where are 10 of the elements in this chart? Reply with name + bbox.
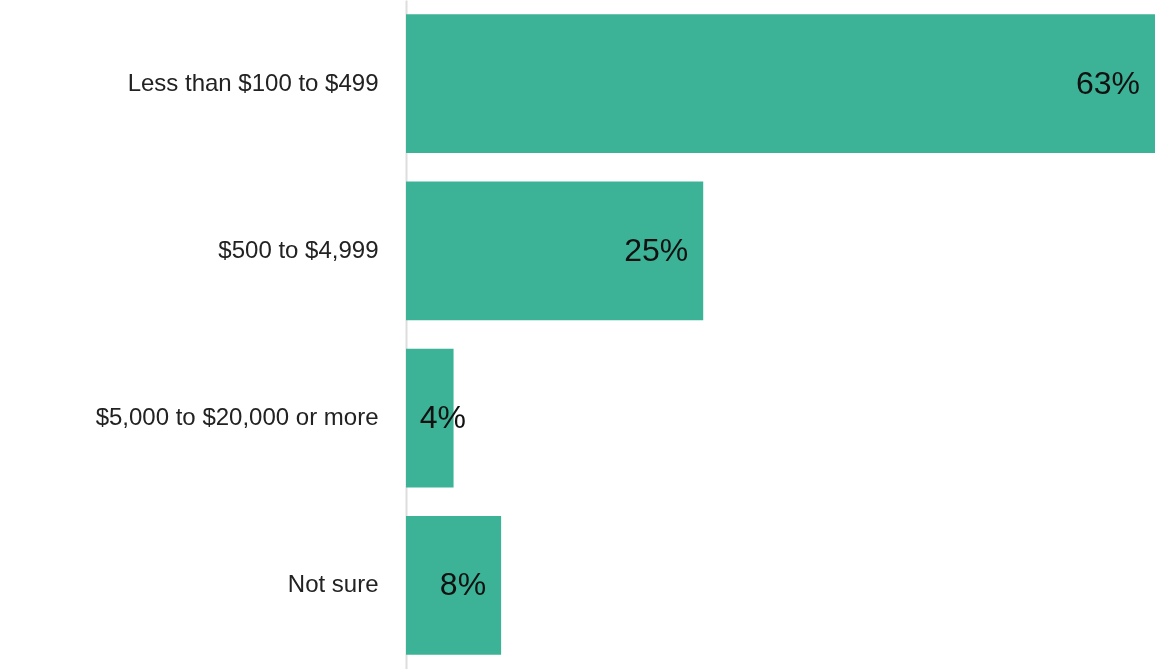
data-label: 8% xyxy=(439,566,487,603)
data-label: 63% xyxy=(1075,64,1140,101)
bar xyxy=(406,181,704,321)
y-tick-label: Not sure xyxy=(287,570,379,598)
y-tick-label: Less than $100 to $499 xyxy=(127,68,379,96)
bar xyxy=(406,14,1155,154)
bar xyxy=(406,515,502,655)
y-tick-label: $5,000 to $20,000 or more xyxy=(95,403,379,431)
y-tick-label: $500 to $4,999 xyxy=(218,235,379,263)
data-label: 25% xyxy=(624,231,689,268)
